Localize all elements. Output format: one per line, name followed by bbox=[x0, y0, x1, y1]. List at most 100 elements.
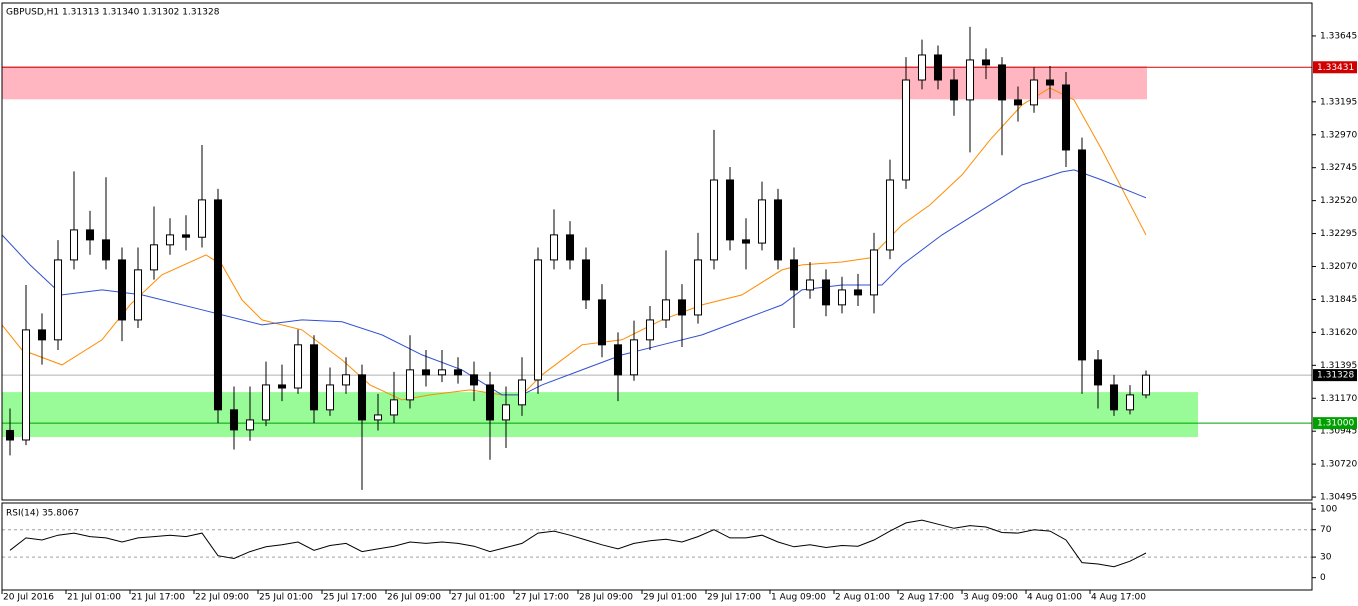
y-tick-label: 1.33195 bbox=[1320, 97, 1357, 107]
level-label: 1.31328 bbox=[1317, 371, 1354, 381]
candle-body bbox=[981, 59, 991, 66]
x-tick-label: 21 Jul 01:00 bbox=[67, 593, 121, 603]
candle-body bbox=[373, 414, 383, 421]
candle-body bbox=[885, 179, 895, 251]
plot-layer bbox=[1, 26, 1316, 594]
x-tick-label: 2 Aug 01:00 bbox=[835, 593, 890, 603]
candle-body bbox=[773, 199, 783, 261]
x-tick-label: 22 Jul 09:00 bbox=[195, 593, 249, 603]
x-tick-label: 25 Jul 01:00 bbox=[259, 593, 313, 603]
y-tick-label: 0 bbox=[1320, 573, 1326, 583]
candle-body bbox=[213, 199, 223, 411]
candle-body bbox=[85, 229, 95, 241]
x-tick-label: 21 Jul 17:00 bbox=[131, 593, 185, 603]
candle-body bbox=[485, 384, 495, 421]
x-tick-label: 28 Jul 09:00 bbox=[579, 593, 633, 603]
zone bbox=[2, 66, 1147, 100]
zone bbox=[2, 392, 1198, 438]
candle-body bbox=[1045, 79, 1055, 86]
candle-body bbox=[277, 384, 287, 389]
candle-body bbox=[197, 199, 207, 238]
candle-body bbox=[1125, 394, 1135, 411]
level-label-box bbox=[1313, 417, 1357, 430]
candle-body bbox=[325, 384, 335, 411]
candle-body bbox=[1077, 149, 1087, 361]
candle-body bbox=[53, 259, 63, 341]
candle-body bbox=[789, 259, 799, 291]
candle-body bbox=[725, 179, 735, 241]
candle-body bbox=[1141, 374, 1151, 396]
candle-body bbox=[517, 379, 527, 406]
level-label-box bbox=[1313, 61, 1357, 74]
candle-body bbox=[37, 329, 47, 341]
y-tick-label: 1.33645 bbox=[1320, 31, 1357, 41]
candle-body bbox=[421, 369, 431, 376]
candle-body bbox=[309, 344, 319, 411]
x-tick-label: 29 Jul 17:00 bbox=[707, 593, 761, 603]
candle-body bbox=[245, 419, 255, 431]
y-tick-label: 1.31620 bbox=[1320, 328, 1357, 338]
candle-body bbox=[1109, 384, 1119, 411]
candle-body bbox=[389, 399, 399, 416]
chart-title: GBPUSD,H1 1.31313 1.31340 1.31302 1.3132… bbox=[6, 8, 220, 18]
candle-body bbox=[437, 369, 447, 376]
x-tick-label: 27 Jul 17:00 bbox=[515, 593, 569, 603]
x-tick-label: 20 Jul 2016 bbox=[3, 593, 54, 603]
rsi-line bbox=[9, 519, 1147, 568]
candle-body bbox=[613, 344, 623, 376]
candle-body bbox=[1093, 359, 1103, 386]
candle-body bbox=[757, 199, 767, 244]
x-tick-label: 3 Aug 09:00 bbox=[963, 593, 1018, 603]
rsi-frame bbox=[1, 502, 1313, 591]
candle-body bbox=[165, 234, 175, 246]
x-tick-label: 4 Aug 01:00 bbox=[1027, 593, 1082, 603]
x-tick-label: 2 Aug 17:00 bbox=[899, 593, 954, 603]
candle-body bbox=[997, 64, 1007, 101]
candle-body bbox=[469, 374, 479, 386]
y-tick-label: 1.32070 bbox=[1320, 262, 1357, 272]
y-tick-label: 1.32520 bbox=[1320, 196, 1357, 206]
candle-body bbox=[661, 299, 671, 321]
candle-body bbox=[549, 234, 559, 261]
candle-body bbox=[949, 79, 959, 101]
candle-body bbox=[901, 79, 911, 181]
y-tick-label: 1.32295 bbox=[1320, 229, 1357, 239]
candle-body bbox=[229, 409, 239, 431]
price-frame bbox=[1, 2, 1313, 501]
candle-body bbox=[1013, 99, 1023, 106]
candle-body bbox=[501, 404, 511, 421]
candle-body bbox=[677, 299, 687, 316]
x-tick-label: 29 Jul 01:00 bbox=[643, 593, 697, 603]
candle-body bbox=[533, 259, 543, 381]
y-tick-label: 1.30945 bbox=[1320, 427, 1357, 437]
candle-body bbox=[453, 369, 463, 376]
candle-body bbox=[21, 329, 31, 441]
candle-body bbox=[629, 339, 639, 376]
x-tick-label: 27 Jul 01:00 bbox=[451, 593, 505, 603]
candle-body bbox=[805, 279, 815, 291]
candle-body bbox=[917, 54, 927, 81]
candle-body bbox=[293, 344, 303, 389]
y-tick-label: 70 bbox=[1320, 525, 1332, 535]
candle-body bbox=[853, 289, 863, 296]
y-tick-label: 30 bbox=[1320, 553, 1332, 563]
candle-body bbox=[261, 384, 271, 421]
moving-average bbox=[1, 169, 1147, 396]
candle-body bbox=[181, 234, 191, 238]
candle-body bbox=[1061, 84, 1071, 151]
y-tick-label: 1.31170 bbox=[1320, 394, 1357, 404]
candle-body bbox=[149, 244, 159, 271]
y-tick-label: 1.30495 bbox=[1320, 493, 1357, 503]
x-tick-label: 4 Aug 17:00 bbox=[1091, 593, 1146, 603]
candle-body bbox=[709, 179, 719, 261]
candle-body bbox=[693, 259, 703, 316]
candle-body bbox=[117, 259, 127, 321]
y-tick-label: 1.32970 bbox=[1320, 130, 1357, 140]
rsi-title: RSI(14) 35.8067 bbox=[6, 509, 79, 519]
candle-body bbox=[101, 239, 111, 261]
candle-body bbox=[357, 374, 367, 421]
y-tick-label: 1.31845 bbox=[1320, 295, 1357, 305]
candle-body bbox=[645, 319, 655, 341]
